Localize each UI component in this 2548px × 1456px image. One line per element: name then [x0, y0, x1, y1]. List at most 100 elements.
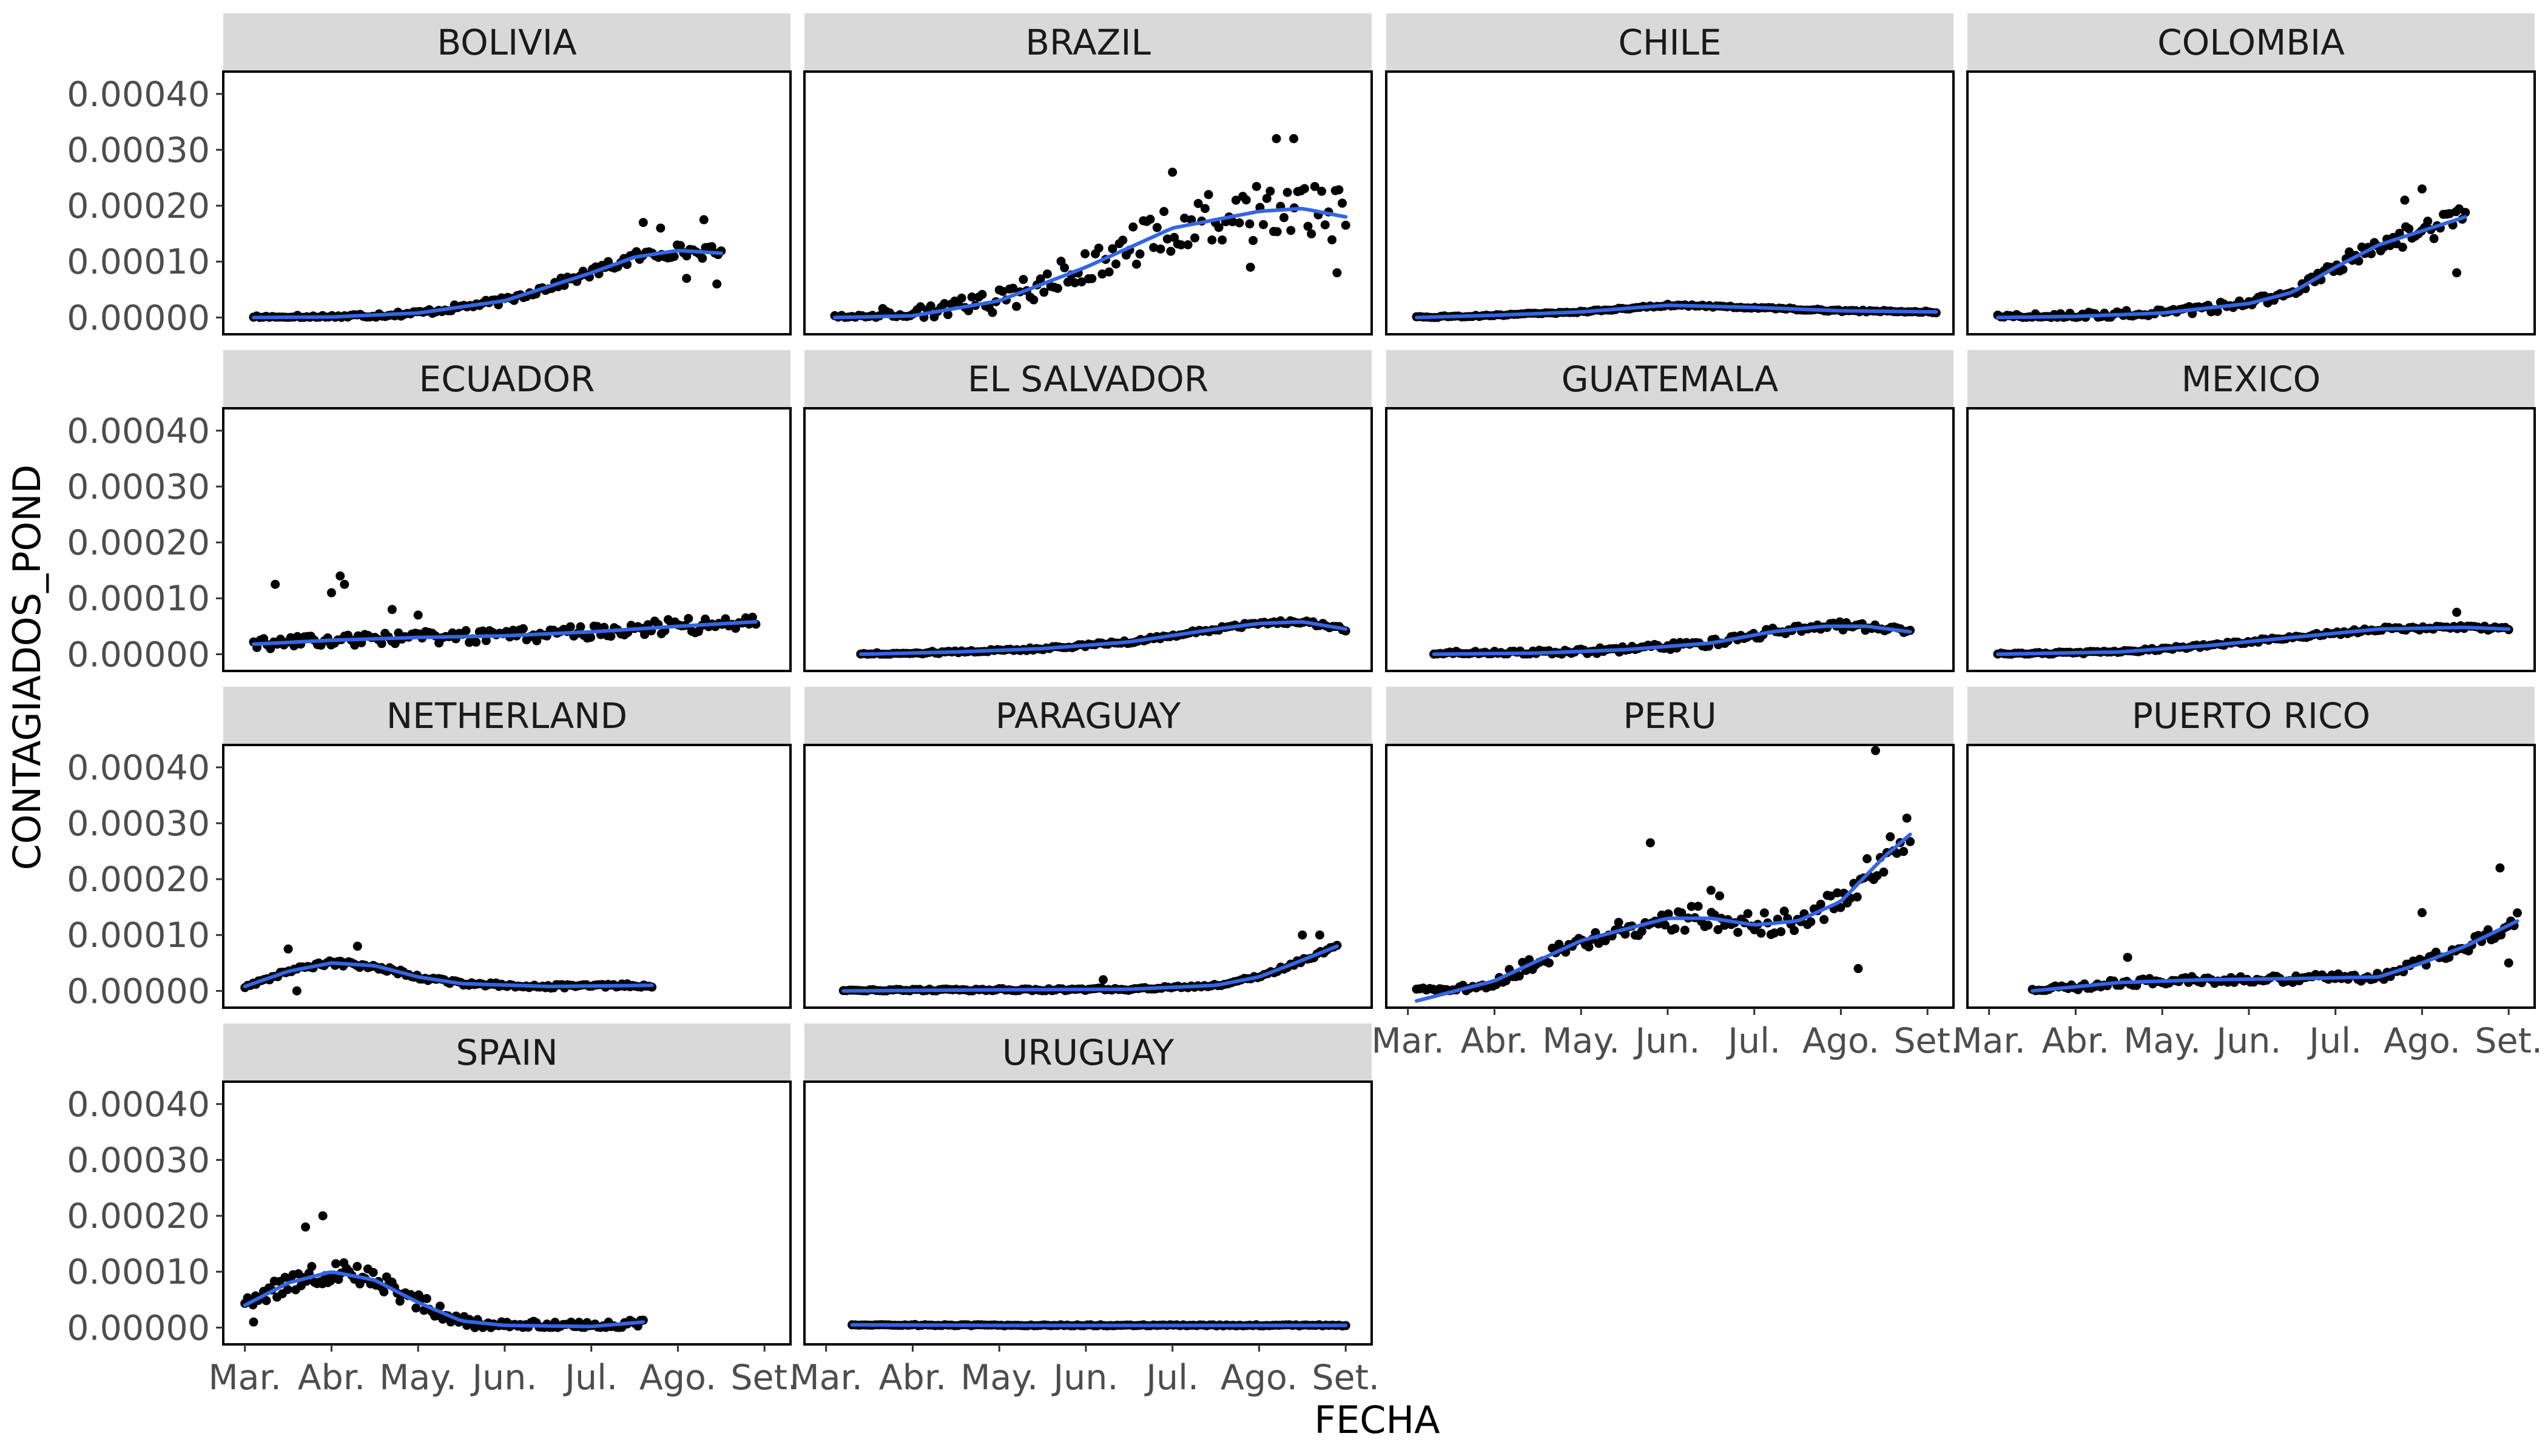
data-point [1183, 240, 1193, 249]
data-point [1012, 302, 1022, 311]
panel-chile: CHILE [1385, 13, 1955, 335]
data-point [1019, 275, 1028, 285]
data-point [283, 1285, 292, 1295]
strip-label: BRAZIL [1025, 22, 1151, 63]
plot-area [856, 616, 1350, 659]
x-tick-label: Abr. [298, 1358, 366, 1398]
plot-area [249, 215, 726, 322]
data-point [532, 636, 542, 645]
data-point [461, 626, 471, 636]
data-point [1317, 186, 1327, 196]
y-tick-label: 0.00010 [67, 242, 210, 282]
smooth-line [1996, 215, 2467, 320]
smooth-line [252, 249, 723, 320]
y-tick-label: 0.00030 [67, 130, 210, 170]
x-axis-title: FECHA [1314, 1398, 1440, 1442]
data-point [1704, 920, 1713, 930]
data-point [1853, 964, 1863, 974]
strip-background [1967, 13, 2535, 72]
data-point [1779, 906, 1789, 916]
data-point [1036, 274, 1045, 284]
data-point [1070, 278, 1080, 288]
y-tick-label: 0.00010 [67, 1252, 210, 1292]
data-point [411, 1303, 421, 1313]
data-point [471, 638, 481, 647]
data-point [1645, 838, 1655, 848]
data-point [331, 1259, 341, 1269]
data-point [1832, 888, 1842, 898]
data-point [1087, 274, 1097, 283]
panel-frame [1966, 70, 2536, 335]
data-point [286, 633, 295, 642]
data-point [2452, 268, 2462, 278]
data-point [1886, 832, 1895, 841]
data-point [395, 1296, 405, 1306]
strip-label: EL SALVADOR [968, 359, 1208, 400]
panel-el-salvador: EL SALVADOR [803, 350, 1373, 672]
plot-area [838, 930, 1342, 996]
data-point [943, 310, 952, 320]
data-point [1235, 218, 1244, 228]
y-tick-label: 0.00020 [67, 860, 210, 900]
y-tick-label: 0.00000 [67, 635, 210, 675]
plot-area [240, 942, 657, 996]
panel-netherland: NETHERLAND 0.00000 0.00010 0.00020 0.00030 0.… [67, 687, 792, 1011]
data-point [387, 605, 397, 615]
data-point [1159, 207, 1169, 217]
data-point [2423, 217, 2433, 226]
data-point [606, 632, 616, 641]
data-point [1663, 909, 1673, 918]
strip-background [223, 687, 790, 745]
strip-background [1386, 350, 1953, 408]
data-point [1743, 909, 1753, 918]
smooth-line [243, 961, 654, 988]
data-point [1836, 903, 1845, 912]
x-tick-label: Abr. [2042, 1021, 2110, 1061]
data-point [988, 308, 997, 317]
data-point [1327, 235, 1337, 244]
data-point [565, 622, 575, 632]
panel-frame [803, 1080, 1373, 1346]
y-tick-label: 0.00000 [67, 1308, 210, 1348]
data-point [2354, 256, 2364, 266]
data-point [1299, 184, 1309, 194]
data-point [1341, 220, 1350, 230]
data-point [1063, 277, 1073, 287]
data-point [998, 286, 1008, 296]
data-point [1272, 134, 1281, 144]
data-point [2495, 863, 2505, 873]
data-point [377, 639, 386, 649]
x-tick-label: Ago. [639, 1358, 716, 1398]
data-point [1097, 269, 1107, 279]
x-tick-label: Mar. [208, 1358, 281, 1398]
strip-label: PUERTO RICO [2132, 695, 2370, 736]
data-point [390, 639, 400, 649]
strip-background [804, 350, 1372, 408]
data-point [1135, 249, 1145, 259]
data-point [1176, 240, 1186, 250]
data-point [747, 612, 757, 622]
panel-puerto-rico: PUERTO RICO Mar. Abr. May. Jun. Jul. Ago. Set. [1952, 687, 2543, 1061]
x-tick-label: Jun. [1051, 1358, 1118, 1398]
data-point [261, 1296, 271, 1306]
data-point [1670, 924, 1680, 934]
data-point [1279, 213, 1289, 223]
data-point [915, 302, 925, 312]
data-point [701, 615, 710, 624]
data-point [1687, 902, 1696, 911]
data-point [1637, 926, 1646, 936]
panel-paraguay: PARAGUAY [803, 687, 1373, 1009]
strip-label: PERU [1623, 695, 1716, 736]
x-tick-label: Set. [1893, 1021, 1961, 1061]
data-point [1207, 235, 1217, 245]
y-tick-label: 0.00000 [67, 971, 210, 1011]
data-point [638, 218, 648, 228]
x-tick-label: Set. [1312, 1358, 1380, 1398]
data-point [699, 215, 709, 224]
data-point [271, 579, 280, 589]
data-point [413, 610, 423, 620]
x-tick-label: Ago. [1221, 1358, 1298, 1398]
data-point [352, 942, 362, 951]
data-point [1899, 847, 1909, 857]
data-point [1693, 902, 1703, 911]
